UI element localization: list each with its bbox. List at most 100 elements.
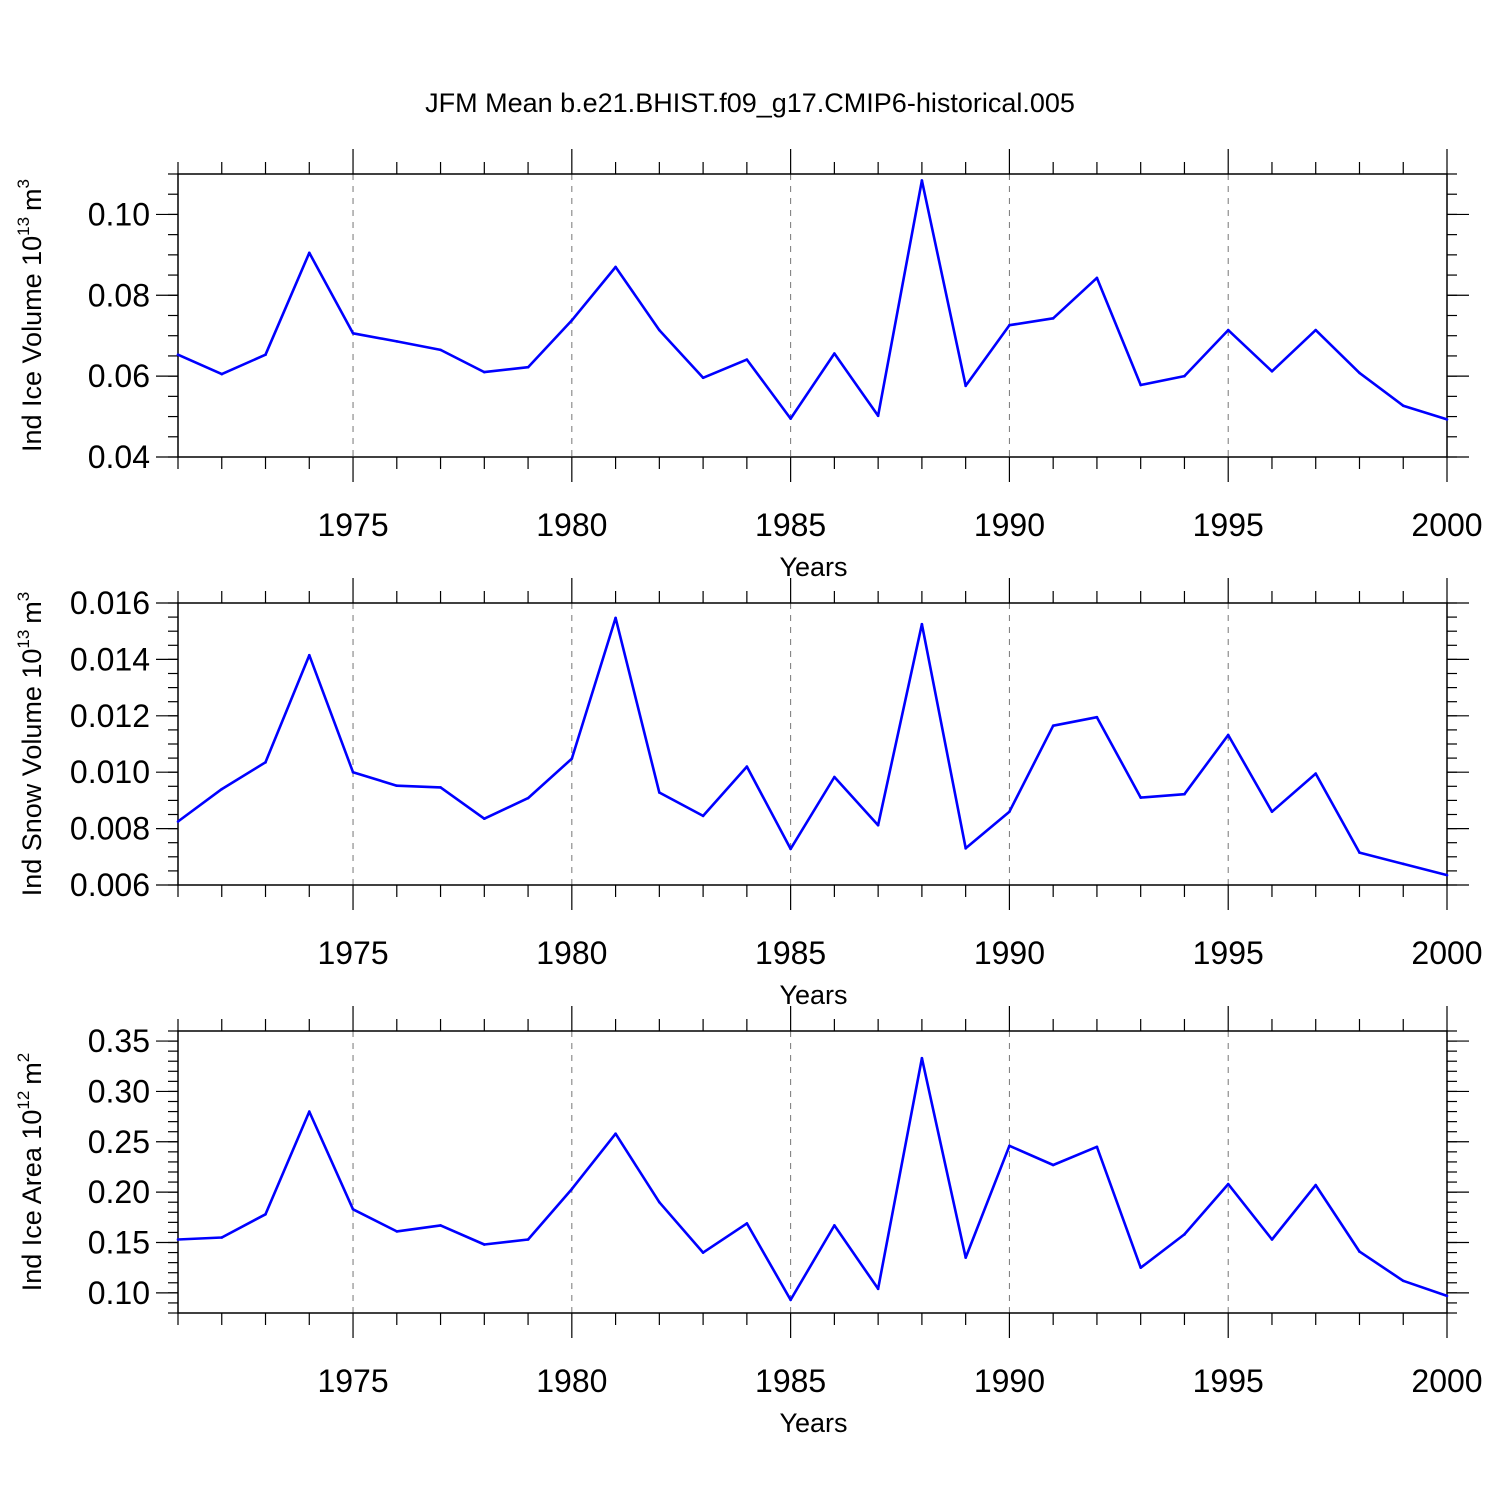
series-line xyxy=(177,616,1448,877)
data-point xyxy=(833,352,836,355)
y-tick-label: 0.30 xyxy=(88,1073,150,1109)
y-tick-label: 0.06 xyxy=(88,358,150,394)
plot-frame xyxy=(177,602,1448,886)
data-point xyxy=(614,616,617,620)
y-tick-label: 0.016 xyxy=(70,585,150,621)
data-point xyxy=(789,1298,792,1302)
data-point xyxy=(1358,851,1361,854)
y-tick-label: 0.15 xyxy=(88,1225,150,1261)
y-axis-title-unit: m xyxy=(17,188,47,211)
data-point xyxy=(220,372,224,376)
panel-2: 0.006 0.008 0.010 0.012 0.014 0.016 1975 1980 19… xyxy=(14,578,1483,1010)
y-axis-title-unit-exponent: 2 xyxy=(14,1053,33,1062)
y-axis-title: Ind Snow Volume 1013 m3 xyxy=(14,592,47,897)
data-point xyxy=(614,1132,617,1136)
chart-title: JFM Mean b.e21.BHIST.f09_g17.CMIP6-histo… xyxy=(425,88,1075,118)
data-point xyxy=(1445,1294,1449,1298)
data-point xyxy=(351,331,355,335)
data-point xyxy=(964,847,967,850)
panel-3: 0.10 0.15 0.20 0.25 0.30 0.35 1975 1980 1985 1990… xyxy=(14,1006,1483,1438)
data-point xyxy=(395,340,399,343)
data-point xyxy=(833,1224,836,1227)
x-axis-title: Years xyxy=(779,980,847,1010)
x-tick-label: 2000 xyxy=(1411,507,1482,543)
data-point xyxy=(789,417,792,420)
y-tick-label: 0.012 xyxy=(70,698,150,734)
panels: 0.04 0.06 0.08 0.10 1975 1980 1985 1990 1995 2000… xyxy=(14,149,1483,1438)
y-axis-title-unit: m xyxy=(17,1062,47,1085)
y-tick-label: 0.008 xyxy=(70,811,150,847)
y-axis-title-exponent: 13 xyxy=(14,630,33,649)
data-point xyxy=(1314,772,1318,775)
data-point xyxy=(439,786,442,789)
data-point xyxy=(964,384,967,388)
y-axis-title-unit-exponent: 3 xyxy=(14,179,33,188)
x-tick-label: 1980 xyxy=(536,935,607,971)
data-point xyxy=(351,1207,355,1211)
data-point xyxy=(526,365,530,369)
data-point xyxy=(964,1256,967,1259)
data-point xyxy=(307,1110,311,1113)
data-point xyxy=(1051,724,1055,727)
y-axis-title-unit: m xyxy=(17,601,47,624)
x-tick-label: 1990 xyxy=(974,1363,1045,1399)
data-point xyxy=(1445,873,1449,877)
data-point xyxy=(570,1187,574,1191)
x-tick-label: 1975 xyxy=(317,935,388,971)
data-point xyxy=(789,847,792,851)
x-tick-label: 1995 xyxy=(1193,507,1264,543)
x-tick-label: 1990 xyxy=(974,507,1045,543)
y-axis-title-exponent: 12 xyxy=(14,1091,33,1110)
data-point xyxy=(1095,1145,1099,1149)
y-tick-label: 0.014 xyxy=(70,641,150,677)
data-point xyxy=(439,348,442,352)
y-tick-label: 0.006 xyxy=(70,867,150,903)
x-axis-title: Years xyxy=(779,552,847,582)
data-point xyxy=(1270,369,1274,373)
data-point xyxy=(1095,715,1099,719)
data-point xyxy=(701,1251,705,1254)
data-point xyxy=(745,765,749,768)
data-point xyxy=(220,787,224,791)
y-tick-label: 0.08 xyxy=(88,277,150,313)
data-point xyxy=(1008,810,1011,813)
data-point xyxy=(658,791,661,794)
data-point xyxy=(701,376,705,380)
x-tick-label: 1975 xyxy=(317,1363,388,1399)
x-tick-label: 1980 xyxy=(536,507,607,543)
data-point xyxy=(570,319,574,322)
x-axis-title: Years xyxy=(779,1408,847,1438)
data-point xyxy=(1358,371,1361,375)
series-line xyxy=(177,1056,1448,1302)
data-point xyxy=(1226,328,1230,332)
data-point xyxy=(876,823,880,827)
data-point xyxy=(920,179,924,182)
data-point xyxy=(1051,1163,1055,1167)
y-axis-title-exponent: 13 xyxy=(14,217,33,236)
y-axis-title-main: Ind Ice Area 10 xyxy=(17,1110,47,1292)
x-tick-label: 1990 xyxy=(974,935,1045,971)
data-point xyxy=(876,1287,880,1291)
x-tick-label: 1985 xyxy=(755,935,826,971)
data-point xyxy=(920,1056,924,1060)
data-point xyxy=(1095,276,1099,280)
data-point xyxy=(264,761,267,764)
data-point xyxy=(526,796,530,800)
data-point xyxy=(920,622,924,626)
data-point xyxy=(1139,383,1142,387)
data-point xyxy=(264,1213,267,1216)
y-tick-label: 0.010 xyxy=(70,754,150,790)
data-point xyxy=(1051,317,1055,320)
data-point xyxy=(176,353,180,357)
data-point xyxy=(1401,1279,1405,1283)
data-point xyxy=(307,251,311,255)
data-point xyxy=(176,1238,180,1241)
data-point xyxy=(483,370,486,374)
data-point xyxy=(220,1236,224,1239)
data-point xyxy=(1139,1266,1142,1269)
data-point xyxy=(1314,1183,1318,1187)
y-tick-label: 0.25 xyxy=(88,1124,150,1160)
y-tick-label: 0.35 xyxy=(88,1023,150,1059)
y-tick-label: 0.10 xyxy=(88,196,150,232)
data-point xyxy=(264,353,267,357)
